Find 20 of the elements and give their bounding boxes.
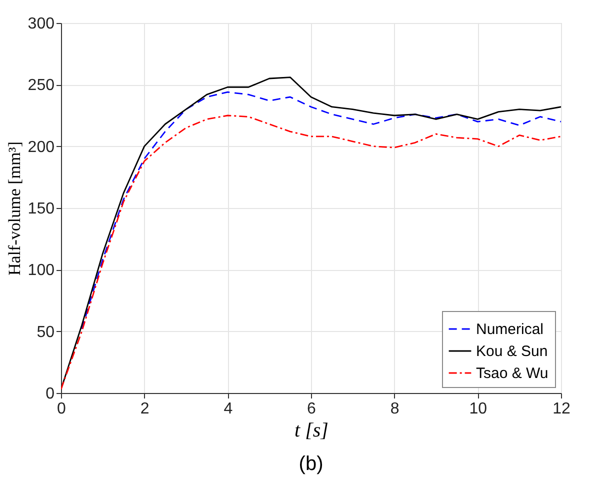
y-tick-label: 100 <box>28 262 55 280</box>
x-tick-label: 12 <box>552 400 570 418</box>
y-tick-label: 50 <box>36 324 55 341</box>
x-tick-label: 6 <box>307 400 316 418</box>
x-tick-label: 2 <box>140 400 150 418</box>
x-tick-label: 10 <box>469 400 488 418</box>
legend-label: Tsao & Wu <box>476 365 548 382</box>
x-axis-title: t [s] <box>294 420 328 442</box>
x-tick-label: 8 <box>390 400 400 418</box>
y-tick-label: 150 <box>28 200 55 218</box>
y-axis-title: Half-volume [mm³] <box>4 142 24 276</box>
x-tick-label: 4 <box>224 400 233 418</box>
legend-label: Kou & Sun <box>476 343 548 360</box>
y-tick-label: 300 <box>28 16 55 32</box>
x-tick-label: 0 <box>57 400 66 418</box>
text: (b) <box>298 453 324 475</box>
y-tick-label: 0 <box>46 386 55 402</box>
legend-label: Numerical <box>476 321 544 338</box>
y-tick-label: 200 <box>28 138 55 156</box>
y-tick-label: 250 <box>28 77 55 94</box>
